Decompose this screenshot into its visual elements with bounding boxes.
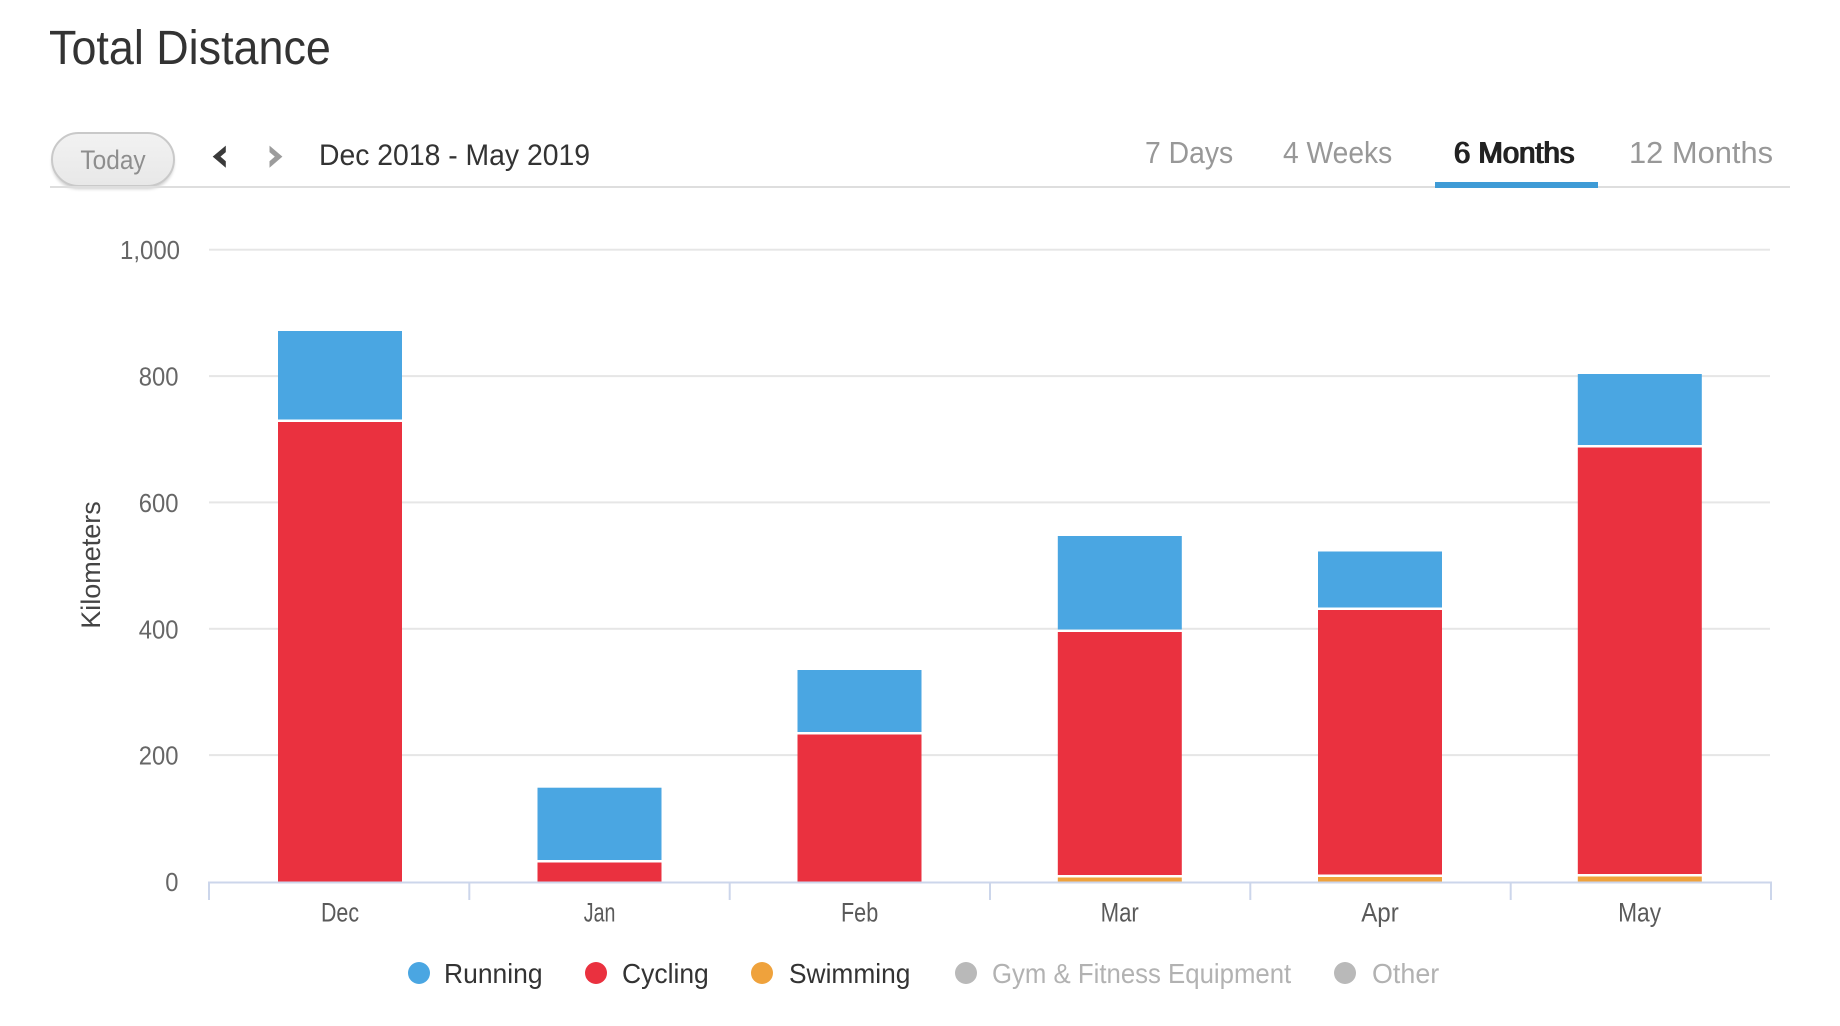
svg-text:800: 800: [139, 362, 179, 392]
svg-text:0: 0: [165, 867, 178, 897]
svg-text:400: 400: [139, 614, 179, 644]
svg-text:Kilometers: Kilometers: [76, 501, 106, 629]
svg-text:Feb: Feb: [841, 898, 878, 928]
svg-text:1,000: 1,000: [120, 235, 180, 265]
svg-text:Jan: Jan: [584, 898, 616, 928]
svg-text:Mar: Mar: [1101, 898, 1139, 928]
svg-text:Dec: Dec: [321, 898, 359, 928]
svg-text:Apr: Apr: [1361, 898, 1399, 928]
svg-text:May: May: [1618, 898, 1661, 928]
svg-text:600: 600: [139, 488, 179, 518]
svg-text:200: 200: [139, 741, 179, 771]
